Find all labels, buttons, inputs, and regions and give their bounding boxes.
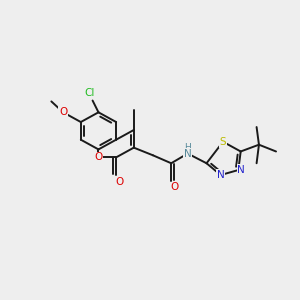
Text: H: H <box>184 142 191 152</box>
Text: Cl: Cl <box>85 88 95 98</box>
Text: O: O <box>115 176 123 187</box>
Text: S: S <box>220 137 226 147</box>
Text: O: O <box>94 152 103 162</box>
Text: N: N <box>237 165 245 175</box>
Text: N: N <box>184 148 192 158</box>
Text: O: O <box>59 107 67 117</box>
Text: N: N <box>217 170 224 180</box>
Text: O: O <box>170 182 178 192</box>
